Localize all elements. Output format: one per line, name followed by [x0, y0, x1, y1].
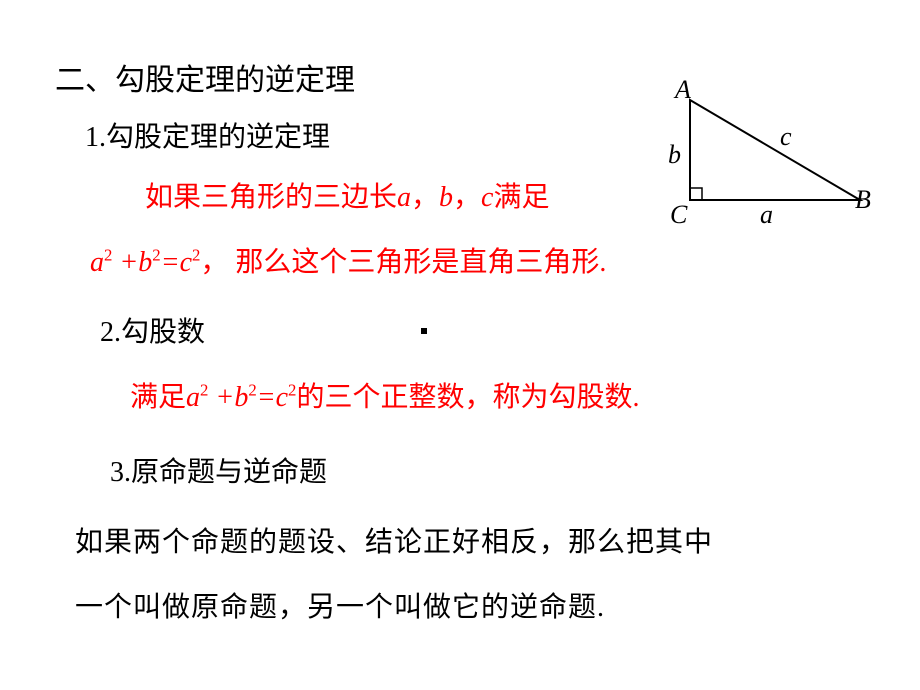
s2-c: c: [276, 382, 288, 413]
s2-b: b: [234, 382, 248, 413]
s1l1-a: a: [397, 182, 411, 213]
s1l2-eq: =: [161, 247, 180, 278]
section-heading: 二、勾股定理的逆定理: [55, 55, 355, 99]
right-angle-marker: [690, 188, 702, 200]
section1-line2: a2 +b2=c2， 那么这个三角形是直角三角形.: [90, 240, 606, 280]
section1-title: 1.勾股定理的逆定理: [85, 115, 330, 155]
s2-tail: 的三个正整数，称为勾股数.: [296, 382, 639, 413]
section3-line1: 如果两个命题的题设、结论正好相反，那么把其中: [75, 520, 713, 560]
s2-plus: +: [208, 382, 234, 413]
s1l1-b: b: [439, 182, 453, 213]
center-dot: [421, 328, 427, 334]
s1l1-c: c: [481, 182, 493, 213]
s2-head: 满足: [130, 382, 186, 413]
triangle-label-B: B: [855, 185, 871, 215]
triangle-figure: [650, 85, 900, 245]
triangle-label-a: a: [760, 200, 773, 230]
triangle-shape: [690, 100, 860, 200]
section1-line1: 如果三角形的三边长a，b，c满足: [145, 175, 550, 215]
triangle-label-c: c: [780, 122, 792, 152]
slide-page: 二、勾股定理的逆定理 1.勾股定理的逆定理 A B C a b c 如果三角形的…: [0, 0, 920, 690]
section2-title: 2.勾股数: [100, 310, 205, 350]
s1l1-comma1: ，: [411, 182, 439, 213]
s1l2-b-exp: 2: [152, 246, 160, 265]
s1l2-tail: ， 那么这个三角形是直角三角形.: [200, 247, 606, 278]
s1l2-plus: +: [112, 247, 138, 278]
s1l2-a: a: [90, 247, 104, 278]
section2-text: 满足a2 +b2=c2的三个正整数，称为勾股数.: [130, 375, 639, 415]
triangle-label-C: C: [670, 200, 687, 230]
s1l1-comma2: ，: [453, 182, 481, 213]
s1l1-head: 如果三角形的三边长: [145, 182, 397, 213]
s2-a: a: [186, 382, 200, 413]
s1l2-c: c: [180, 247, 192, 278]
section3-line2: 一个叫做原命题，另一个叫做它的逆命题.: [75, 585, 605, 625]
triangle-label-b: b: [668, 140, 681, 170]
section3-title: 3.原命题与逆命题: [110, 450, 327, 490]
s1l1-tail: 满足: [493, 182, 549, 213]
s2-b-exp: 2: [248, 381, 256, 400]
triangle-label-A: A: [675, 75, 691, 105]
s2-eq: =: [257, 382, 276, 413]
s1l2-b: b: [138, 247, 152, 278]
